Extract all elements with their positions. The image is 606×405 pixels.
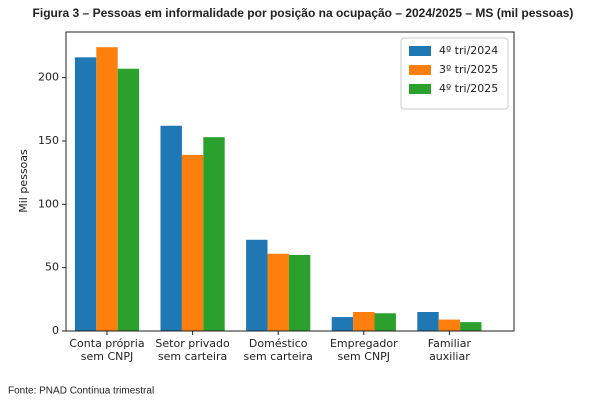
legend-swatch [409,46,431,56]
plot-frame [65,31,515,332]
y-tick-label: 100 [38,197,59,210]
bar [438,319,461,331]
bar [96,47,118,331]
legend-swatch [409,84,431,94]
x-tick-label: sem carteira [243,350,312,363]
x-tick-label: Empregador [330,337,398,350]
chart-title: Figura 3 – Pessoas em informalidade por … [33,6,574,20]
y-tick-label: 0 [52,324,59,337]
legend-label: 4º tri/2025 [439,82,498,95]
bar [353,311,375,331]
bar [160,125,182,331]
bar [74,57,97,331]
y-tick-label: 150 [38,134,59,147]
source-note: Fonte: PNAD Contínua trimestral [8,386,154,397]
legend-swatch [409,65,431,75]
y-axis-label: Mil pessoas [17,149,30,213]
bar [117,68,140,332]
bar [460,322,482,331]
legend-label: 3º tri/2025 [439,63,498,76]
bar [181,154,204,331]
x-tick-label: sem carteira [158,350,227,363]
x-tick-label: sem CNPJ [81,350,134,363]
bar [246,239,268,331]
y-tick-label: 50 [45,261,59,274]
legend-label: 4º tri/2024 [439,44,498,57]
y-tick-label: 200 [38,71,59,84]
x-tick-label: auxiliar [429,350,470,363]
bar [288,254,311,331]
x-tick-label: Doméstico [249,337,308,350]
bar [267,253,289,331]
x-tick-label: Familiar [428,337,472,350]
x-tick-label: Conta própria [69,337,144,350]
bar [331,317,354,331]
x-tick-label: sem CNPJ [338,350,391,363]
bar [417,311,439,331]
bar [203,137,225,331]
x-tick-label: Setor privado [155,337,230,350]
bar [374,313,396,331]
